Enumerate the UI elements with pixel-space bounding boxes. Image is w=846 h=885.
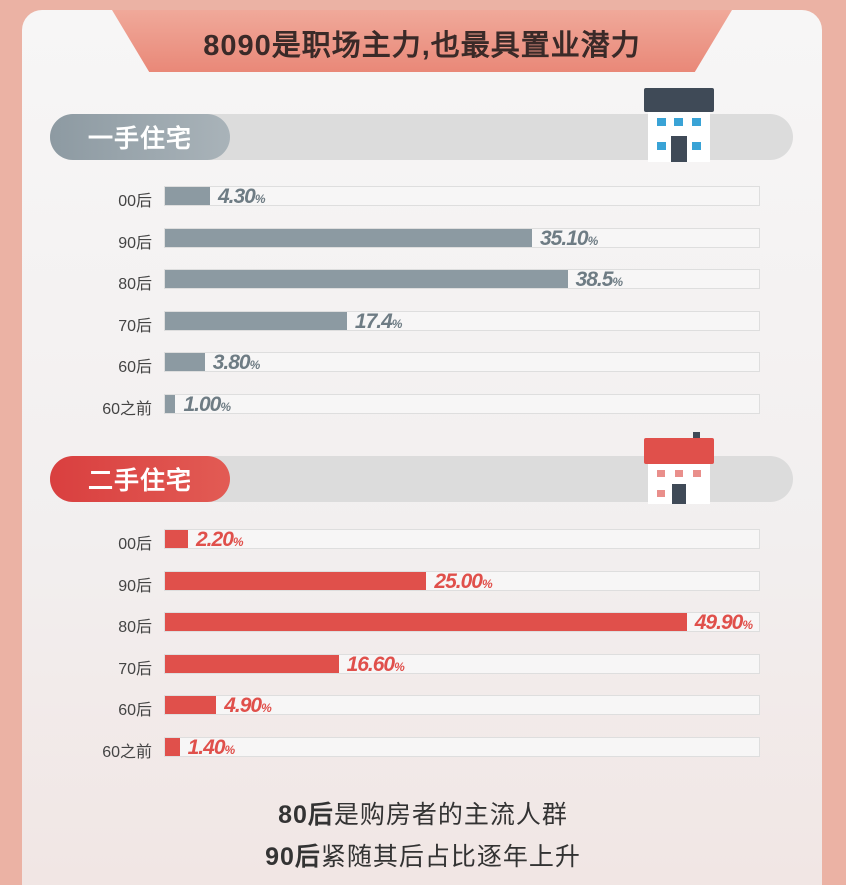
bar-row: 00后 2.20%	[0, 527, 846, 553]
bar-track	[164, 352, 760, 373]
percent-unit: %	[612, 275, 623, 290]
bar-row: 00后 4.30%	[0, 184, 846, 210]
category-label: 60之前	[102, 744, 152, 761]
category-label: 80后	[118, 619, 152, 637]
percent-unit: %	[249, 358, 261, 373]
data-label: 25.00%	[434, 569, 493, 594]
data-label: 1.00%	[183, 393, 231, 417]
category-label: 60后	[118, 702, 152, 720]
bar	[165, 395, 176, 413]
data-label: 4.90%	[224, 694, 272, 718]
value-label: 38.5	[575, 268, 614, 292]
data-label: 2.20%	[196, 528, 244, 552]
percent-unit: %	[224, 743, 236, 757]
footer-emphasis-2: 90后	[265, 843, 321, 871]
value-label: 1.40	[187, 736, 226, 759]
bar	[165, 571, 427, 590]
bar-row: 70后 16.60%	[0, 652, 846, 678]
bar	[165, 353, 205, 372]
value-label: 49.90	[694, 611, 744, 635]
percent-unit: %	[254, 192, 266, 206]
bar	[165, 187, 210, 205]
bar-track	[164, 394, 760, 414]
house-red-icon	[644, 432, 714, 504]
value-label: 2.20	[196, 528, 234, 551]
percent-unit: %	[391, 316, 403, 331]
title-banner	[112, 10, 732, 72]
bar-row: 90后 35.10%	[0, 226, 846, 252]
bar	[165, 613, 687, 632]
bar-row: 80后 38.5%	[0, 267, 846, 293]
data-label: 49.90%	[694, 611, 753, 635]
bar-track	[164, 737, 760, 757]
value-label: 3.80	[212, 351, 251, 375]
footer-text-2: 紧随其后占比逐年上升	[320, 843, 581, 871]
bar-row: 60之前 1.40%	[0, 735, 846, 761]
bar	[165, 654, 339, 673]
bar	[165, 738, 180, 756]
page-title: 8090是职场主力,也最具置业潜力	[203, 30, 641, 62]
bar-row: 60后 4.90%	[0, 693, 846, 719]
category-label: 60之前	[102, 401, 152, 418]
category-label: 70后	[118, 660, 152, 678]
house-grey-icon	[644, 88, 714, 162]
data-label: 3.80%	[212, 351, 261, 375]
section-title-resale: 二手住宅	[50, 456, 230, 502]
percent-unit: %	[481, 576, 493, 591]
value-label: 4.30	[217, 185, 256, 208]
category-label: 70后	[118, 317, 152, 335]
percent-unit: %	[261, 701, 272, 716]
bar-row: 70后 17.4%	[0, 309, 846, 335]
value-label: 17.4	[354, 309, 393, 333]
category-label: 00后	[118, 536, 152, 553]
bar-track	[164, 695, 760, 716]
bar	[165, 311, 347, 330]
data-label: 38.5%	[575, 268, 624, 292]
footer-line-2: 90后紧随其后占比逐年上升	[0, 837, 846, 873]
footer-emphasis-1: 80后	[278, 801, 334, 829]
bar-track	[164, 186, 760, 206]
value-label: 35.10	[540, 226, 589, 250]
bar-row: 90后 25.00%	[0, 569, 846, 595]
category-label: 80后	[118, 276, 152, 294]
value-label: 1.00	[183, 393, 221, 416]
data-label: 17.4%	[354, 309, 403, 334]
data-label: 35.10%	[540, 226, 599, 251]
value-label: 25.00	[434, 569, 483, 593]
percent-unit: %	[220, 400, 231, 414]
value-label: 16.60	[346, 652, 396, 676]
data-label: 4.30%	[217, 185, 266, 209]
bar	[165, 696, 217, 715]
section-title-new: 一手住宅	[50, 114, 230, 160]
bar-row: 60之前 1.00%	[0, 392, 846, 418]
category-label: 60后	[118, 359, 152, 377]
category-label: 90后	[118, 234, 152, 252]
value-label: 4.90	[224, 694, 262, 718]
bar	[165, 530, 188, 548]
percent-unit: %	[742, 618, 753, 633]
data-label: 16.60%	[346, 652, 405, 677]
bar-row: 60后 3.80%	[0, 350, 846, 376]
bar-row: 80后 49.90%	[0, 610, 846, 636]
percent-unit: %	[232, 535, 244, 549]
percent-unit: %	[587, 233, 599, 248]
footer-line-1: 80后是购房者的主流人群	[0, 795, 846, 831]
bar-track	[164, 529, 760, 549]
percent-unit: %	[394, 659, 405, 674]
bar	[165, 228, 532, 247]
category-label: 00后	[118, 193, 152, 210]
footer-text-1: 是购房者的主流人群	[333, 801, 568, 829]
category-label: 90后	[118, 577, 152, 595]
data-label: 1.40%	[187, 736, 236, 760]
bar	[165, 270, 568, 289]
